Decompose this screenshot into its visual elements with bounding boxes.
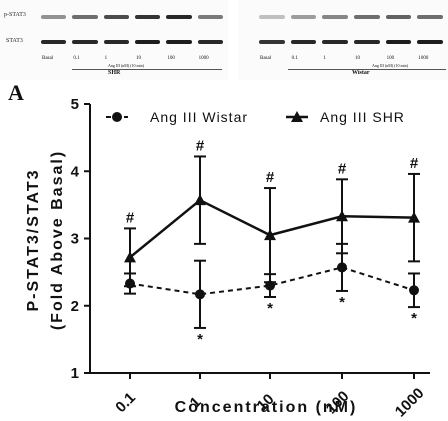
x-tick-label: 0.1 — [112, 389, 139, 416]
blot-band — [166, 15, 192, 19]
group-label-shr: SHR — [108, 70, 121, 76]
blot-band — [41, 15, 67, 19]
legend-label-shr: Ang III SHR — [320, 109, 405, 125]
blot-band — [166, 40, 192, 44]
data-point-wistar — [195, 289, 205, 300]
x-axis-title: Concentration (nM) — [175, 399, 358, 416]
blot-lane-label: 100 — [386, 56, 395, 61]
blot-lane-label: 1 — [104, 56, 108, 61]
blot-band — [103, 15, 129, 19]
data-point-wistar — [409, 285, 419, 296]
significance-star: * — [267, 300, 273, 317]
blot-band — [197, 40, 223, 44]
blot-band — [72, 40, 98, 44]
significance-star: * — [197, 331, 203, 348]
blot-band — [385, 40, 412, 44]
legend-label-wistar: Ang III Wistar — [150, 109, 248, 125]
blot-band — [135, 40, 161, 44]
panel-letter: A — [8, 80, 24, 105]
series-line-wistar — [129, 266, 415, 296]
blot-band — [385, 15, 412, 19]
blot-band — [259, 40, 285, 44]
treatment-underline-wistar — [288, 69, 446, 70]
blot-band — [135, 15, 161, 19]
blot-band — [354, 40, 380, 44]
y-tick-label: 3 — [71, 231, 79, 248]
significance-hash: # — [126, 209, 135, 226]
blot-row-pstat3-shr — [38, 8, 226, 28]
blot-row-stat3-shr — [38, 33, 226, 53]
data-point-shr — [194, 194, 206, 206]
y-tick-label: 1 — [71, 365, 79, 382]
blot-band — [354, 15, 380, 19]
significance-star: * — [411, 310, 417, 327]
blot-band — [417, 15, 443, 19]
blot-lane-label: Basal — [42, 56, 54, 61]
group-label-wistar: Wistar — [352, 70, 370, 76]
blot-lane-label: 1000 — [418, 56, 429, 61]
treatment-underline-shr — [72, 69, 222, 70]
blot-lane-label: 1 — [323, 56, 326, 61]
blot-row-label-pstat3: p-STAT3 — [4, 12, 26, 18]
blot-band — [417, 40, 443, 44]
data-point-shr — [336, 210, 348, 222]
blot-band — [103, 40, 129, 44]
significance-hash: # — [410, 155, 419, 172]
data-point-wistar — [337, 262, 347, 273]
blot-band — [322, 15, 348, 19]
blot-lane-label: 1000 — [198, 56, 209, 61]
treatment-label-wistar: Ang III (nM) (10 min) — [372, 63, 408, 68]
blot-panel-wistar: Basal 0.1 1 10 100 1000 Ang III (nM) (10 min)… — [238, 0, 448, 80]
significance-hash: # — [266, 169, 275, 186]
blot-band — [259, 15, 285, 19]
blot-band — [72, 15, 98, 19]
significance-hash: # — [196, 137, 205, 154]
blot-lane-label: 10 — [136, 56, 141, 61]
blot-row-stat3-wistar — [256, 33, 446, 53]
legend-marker-wistar — [112, 112, 122, 122]
treatment-label-shr: Ang III (nM) (10 min) — [108, 63, 144, 68]
series-line-shr — [129, 198, 415, 259]
x-tick-label: 1000 — [392, 385, 428, 421]
y-axis-title-line1: P-STAT3/STAT3 — [25, 168, 42, 311]
data-point-shr — [264, 229, 276, 241]
blot-band — [322, 40, 348, 44]
significance-star: * — [339, 294, 345, 311]
blot-lane-label: Basal — [260, 56, 272, 61]
legend-marker-shr — [291, 111, 303, 122]
blot-panel-shr: p-STAT3 STAT3 Basal 0.1 1 10 100 1000 Ang III… — [0, 0, 228, 80]
data-point-shr — [408, 211, 420, 223]
blot-row-label-stat3: STAT3 — [6, 38, 23, 44]
blot-row-pstat3-wistar — [256, 8, 446, 28]
y-tick-label: 2 — [71, 298, 79, 315]
blot-lane-label: 100 — [167, 56, 175, 61]
y-tick-label: 4 — [71, 163, 80, 180]
blot-band — [41, 40, 67, 44]
blot-lane-label: 0.1 — [73, 56, 80, 61]
blot-band — [290, 15, 317, 19]
blot-band — [290, 40, 317, 44]
data-point-shr — [124, 251, 136, 263]
blot-lane-label: 10 — [355, 56, 360, 61]
y-axis-title-line2: (Fold Above Basal) — [49, 150, 66, 330]
significance-hash: # — [338, 160, 347, 177]
blot-lane-label: 0.1 — [291, 56, 298, 61]
y-tick-label: 5 — [71, 96, 79, 113]
blot-band — [197, 15, 223, 19]
